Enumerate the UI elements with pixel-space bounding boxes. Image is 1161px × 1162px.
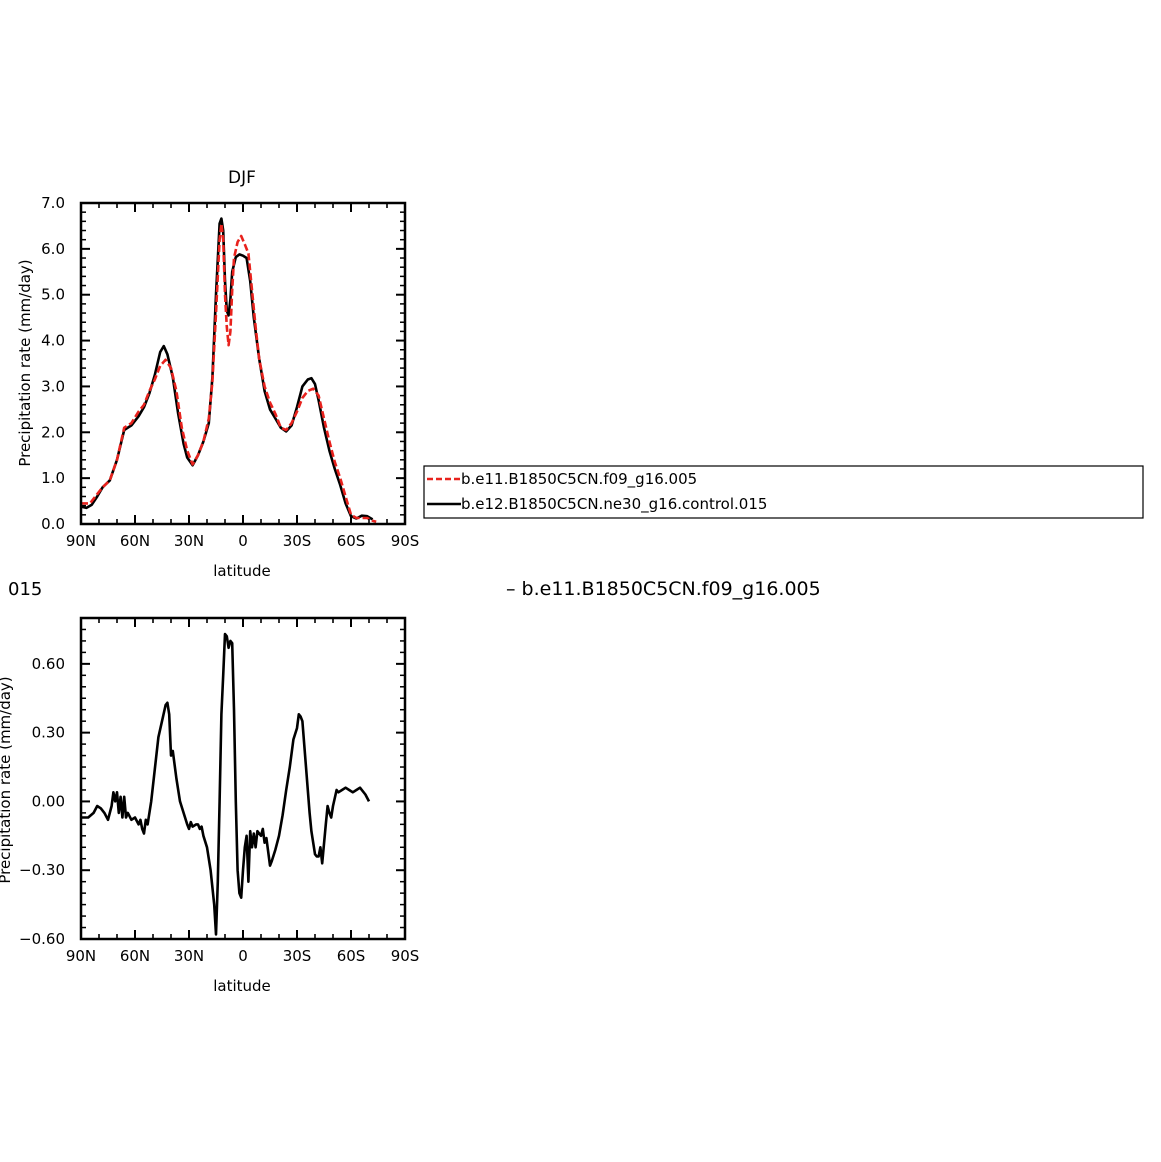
top-x-tick-label: 0 (238, 532, 248, 550)
cut-off-left-label: 015 (8, 579, 42, 600)
bottom-y-tick-label: −0.30 (19, 861, 65, 879)
top-plot-frame (79, 201, 407, 526)
bottom-x-tick-label: 0 (238, 947, 248, 965)
top-y-tick-label: 3.0 (41, 377, 65, 395)
bottom-series-group (81, 632, 371, 936)
top-series-line-2 (80, 217, 374, 521)
top-x-tick-label: 60N (120, 532, 150, 550)
top-series-line-1 (81, 222, 377, 523)
top-x-tick-label: 30N (174, 532, 204, 550)
bottom-x-tick-label: 90N (66, 947, 96, 965)
bottom-y-tick-label: 0.00 (32, 792, 65, 810)
top-y-tick-label: 7.0 (41, 194, 65, 212)
bottom-x-tick-label: 90S (391, 947, 420, 965)
top-panel: DJF Precipitation rate (mm/day) latitude… (16, 168, 419, 580)
top-x-tick-label: 60S (337, 532, 366, 550)
bottom-x-tick-label: 30S (283, 947, 312, 965)
bottom-plot-frame (79, 616, 407, 941)
top-y-tick-label: 6.0 (41, 240, 65, 258)
top-x-tick-label: 30S (283, 532, 312, 550)
top-series-group (80, 217, 377, 523)
bottom-x-tick-label: 60N (120, 947, 150, 965)
top-x-tick-label: 90S (391, 532, 420, 550)
bottom-x-tick-label: 30N (174, 947, 204, 965)
top-y-tick-label: 2.0 (41, 423, 65, 441)
bottom-y-axis-label-fragment: Precipitation rate (mm/day) (0, 676, 14, 883)
top-axis-ticks: 90N 60N 30N 0 30S 60S 90S 0.0 1.0 2.0 3.0 4.0 5.0 6.0… (41, 194, 419, 550)
bottom-x-tick-label: 60S (337, 947, 366, 965)
bottom-axis-ticks: 90N 60N 30N 0 30S 60S 90S −0.60 −0.30 0.00 0.30 0.6… (19, 617, 420, 965)
legend: b.e11.B1850C5CN.f09_g16.005 b.e12.B1850C… (423, 465, 1144, 519)
bottom-series-line-1 (81, 632, 371, 936)
cut-off-right-label: – b.e11.B1850C5CN.f09_g16.005 (506, 578, 821, 600)
bottom-y-tick-label: 0.60 (32, 655, 65, 673)
top-y-tick-label: 5.0 (41, 286, 65, 304)
legend-box (423, 465, 1144, 519)
top-x-tick-label: 90N (66, 532, 96, 550)
bottom-panel: Precipitation rate (mm/day) latitude 90N… (0, 616, 420, 995)
bottom-y-tick-label: 0.30 (32, 724, 65, 742)
top-y-axis-label: Precipitation rate (mm/day) (16, 259, 34, 466)
top-y-tick-label: 1.0 (41, 469, 65, 487)
top-x-axis-label: latitude (213, 562, 271, 580)
top-y-tick-label: 4.0 (41, 332, 65, 350)
legend-label-series-2: b.e12.B1850C5CN.ne30_g16.control.015 (461, 495, 767, 514)
legend-label-series-1: b.e11.B1850C5CN.f09_g16.005 (461, 470, 697, 489)
bottom-y-tick-label: −0.60 (19, 930, 65, 948)
bottom-x-axis-label: latitude (213, 977, 271, 995)
top-y-tick-label: 0.0 (41, 515, 65, 533)
top-chart-title: DJF (228, 168, 256, 188)
